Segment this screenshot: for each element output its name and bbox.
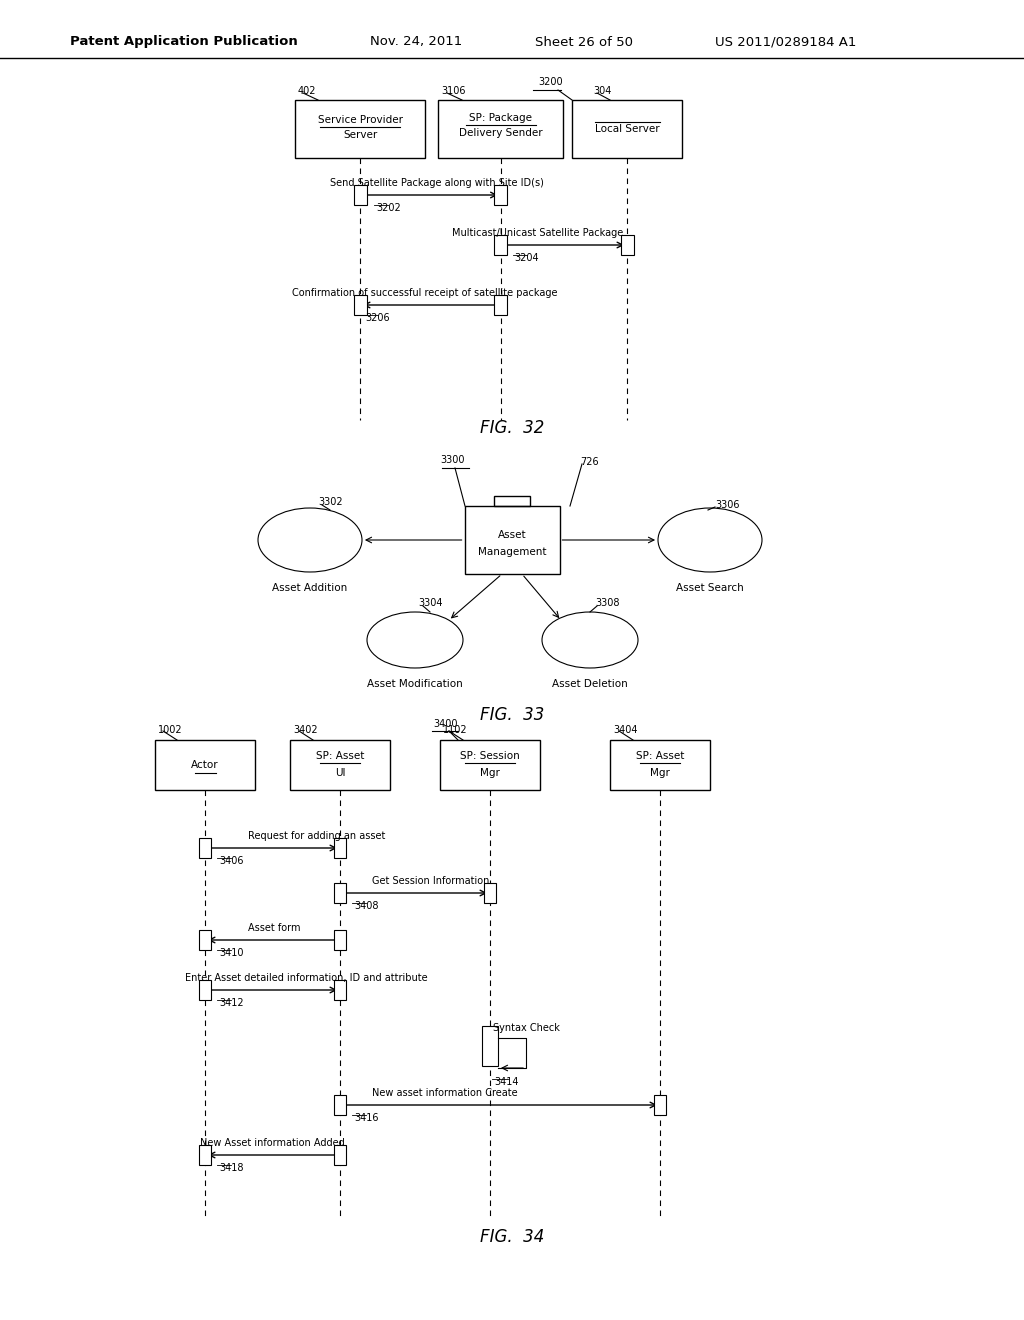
Text: Service Provider: Service Provider bbox=[317, 115, 402, 125]
Bar bbox=[482, 1026, 498, 1067]
Text: 3306: 3306 bbox=[715, 500, 739, 510]
Text: 3416: 3416 bbox=[354, 1113, 379, 1123]
Text: 3300: 3300 bbox=[440, 455, 465, 465]
Text: 3302: 3302 bbox=[318, 498, 343, 507]
Text: 3410: 3410 bbox=[219, 948, 244, 958]
Bar bbox=[334, 931, 346, 950]
Text: SP: Package: SP: Package bbox=[469, 114, 532, 123]
Bar bbox=[465, 506, 559, 574]
Bar bbox=[654, 1096, 666, 1115]
Bar bbox=[155, 741, 255, 789]
Bar bbox=[334, 883, 346, 903]
Text: SP: Asset: SP: Asset bbox=[636, 751, 684, 762]
Text: Sheet 26 of 50: Sheet 26 of 50 bbox=[535, 36, 633, 49]
Text: SP: Asset: SP: Asset bbox=[315, 751, 365, 762]
Text: 3204: 3204 bbox=[514, 253, 539, 263]
Text: Send Satellite Package along with Site ID(s): Send Satellite Package along with Site I… bbox=[330, 178, 544, 187]
Text: 3402: 3402 bbox=[293, 725, 317, 735]
Text: FIG.  33: FIG. 33 bbox=[480, 706, 544, 723]
Text: Patent Application Publication: Patent Application Publication bbox=[70, 36, 298, 49]
Bar bbox=[199, 931, 211, 950]
Text: 3404: 3404 bbox=[613, 725, 638, 735]
Text: Request for adding an asset: Request for adding an asset bbox=[248, 832, 385, 841]
Text: 3418: 3418 bbox=[219, 1163, 244, 1173]
Bar bbox=[621, 235, 634, 255]
Text: 3414: 3414 bbox=[494, 1077, 518, 1086]
Text: 3202: 3202 bbox=[376, 203, 400, 213]
Text: Nov. 24, 2011: Nov. 24, 2011 bbox=[370, 36, 462, 49]
Text: SP: Session: SP: Session bbox=[460, 751, 520, 762]
Text: Syntax Check: Syntax Check bbox=[493, 1023, 560, 1034]
Text: FIG.  34: FIG. 34 bbox=[480, 1228, 544, 1246]
Text: Asset Deletion: Asset Deletion bbox=[552, 678, 628, 689]
Text: 402: 402 bbox=[298, 86, 316, 96]
Bar bbox=[353, 185, 367, 205]
Text: US 2011/0289184 A1: US 2011/0289184 A1 bbox=[715, 36, 856, 49]
Text: Enter Asset detailed information, ID and attribute: Enter Asset detailed information, ID and… bbox=[185, 973, 428, 983]
Text: Mgr: Mgr bbox=[480, 768, 500, 777]
Text: 3406: 3406 bbox=[219, 855, 244, 866]
Text: 3408: 3408 bbox=[354, 902, 379, 911]
Text: 3206: 3206 bbox=[365, 313, 389, 323]
Text: 3304: 3304 bbox=[418, 598, 442, 609]
Bar bbox=[199, 1144, 211, 1166]
Text: Mgr: Mgr bbox=[650, 768, 670, 777]
Text: Asset Search: Asset Search bbox=[676, 583, 743, 593]
Text: 3106: 3106 bbox=[441, 86, 466, 96]
Text: Management: Management bbox=[478, 546, 546, 557]
Bar bbox=[494, 235, 507, 255]
Bar bbox=[572, 100, 682, 158]
Text: Asset Addition: Asset Addition bbox=[272, 583, 347, 593]
Bar bbox=[610, 741, 710, 789]
Bar bbox=[494, 496, 530, 506]
Bar bbox=[494, 185, 507, 205]
Text: Multicast/Unicast Satellite Package: Multicast/Unicast Satellite Package bbox=[452, 228, 624, 238]
Text: Actor: Actor bbox=[191, 760, 219, 770]
Bar bbox=[438, 100, 563, 158]
Text: 304: 304 bbox=[593, 86, 611, 96]
Bar bbox=[199, 979, 211, 1001]
Text: 1102: 1102 bbox=[443, 725, 468, 735]
Text: Server: Server bbox=[343, 129, 377, 140]
Bar bbox=[334, 838, 346, 858]
Text: UI: UI bbox=[335, 768, 345, 777]
Text: Asset: Asset bbox=[498, 531, 526, 540]
Text: 3400: 3400 bbox=[433, 719, 458, 729]
Bar bbox=[353, 294, 367, 315]
Text: New asset information Create: New asset information Create bbox=[372, 1088, 517, 1098]
Text: Delivery Sender: Delivery Sender bbox=[459, 128, 543, 139]
Bar bbox=[334, 1144, 346, 1166]
Bar bbox=[199, 838, 211, 858]
Bar bbox=[334, 1096, 346, 1115]
Bar bbox=[334, 979, 346, 1001]
Text: Get Session Information: Get Session Information bbox=[372, 876, 489, 886]
Text: 3308: 3308 bbox=[595, 598, 620, 609]
Text: Asset Modification: Asset Modification bbox=[368, 678, 463, 689]
Bar bbox=[295, 100, 425, 158]
Text: 726: 726 bbox=[580, 457, 599, 467]
Bar bbox=[290, 741, 390, 789]
Text: 3200: 3200 bbox=[538, 77, 562, 87]
Text: 3412: 3412 bbox=[219, 998, 244, 1008]
Bar bbox=[494, 294, 507, 315]
Bar bbox=[484, 883, 496, 903]
Text: FIG.  32: FIG. 32 bbox=[480, 418, 544, 437]
Text: Asset form: Asset form bbox=[248, 923, 300, 933]
Bar bbox=[440, 741, 540, 789]
Text: New Asset information Added: New Asset information Added bbox=[200, 1138, 345, 1148]
Text: Local Server: Local Server bbox=[595, 124, 659, 135]
Text: Confirmation of successful receipt of satellite package: Confirmation of successful receipt of sa… bbox=[292, 288, 557, 298]
Text: 1002: 1002 bbox=[158, 725, 182, 735]
